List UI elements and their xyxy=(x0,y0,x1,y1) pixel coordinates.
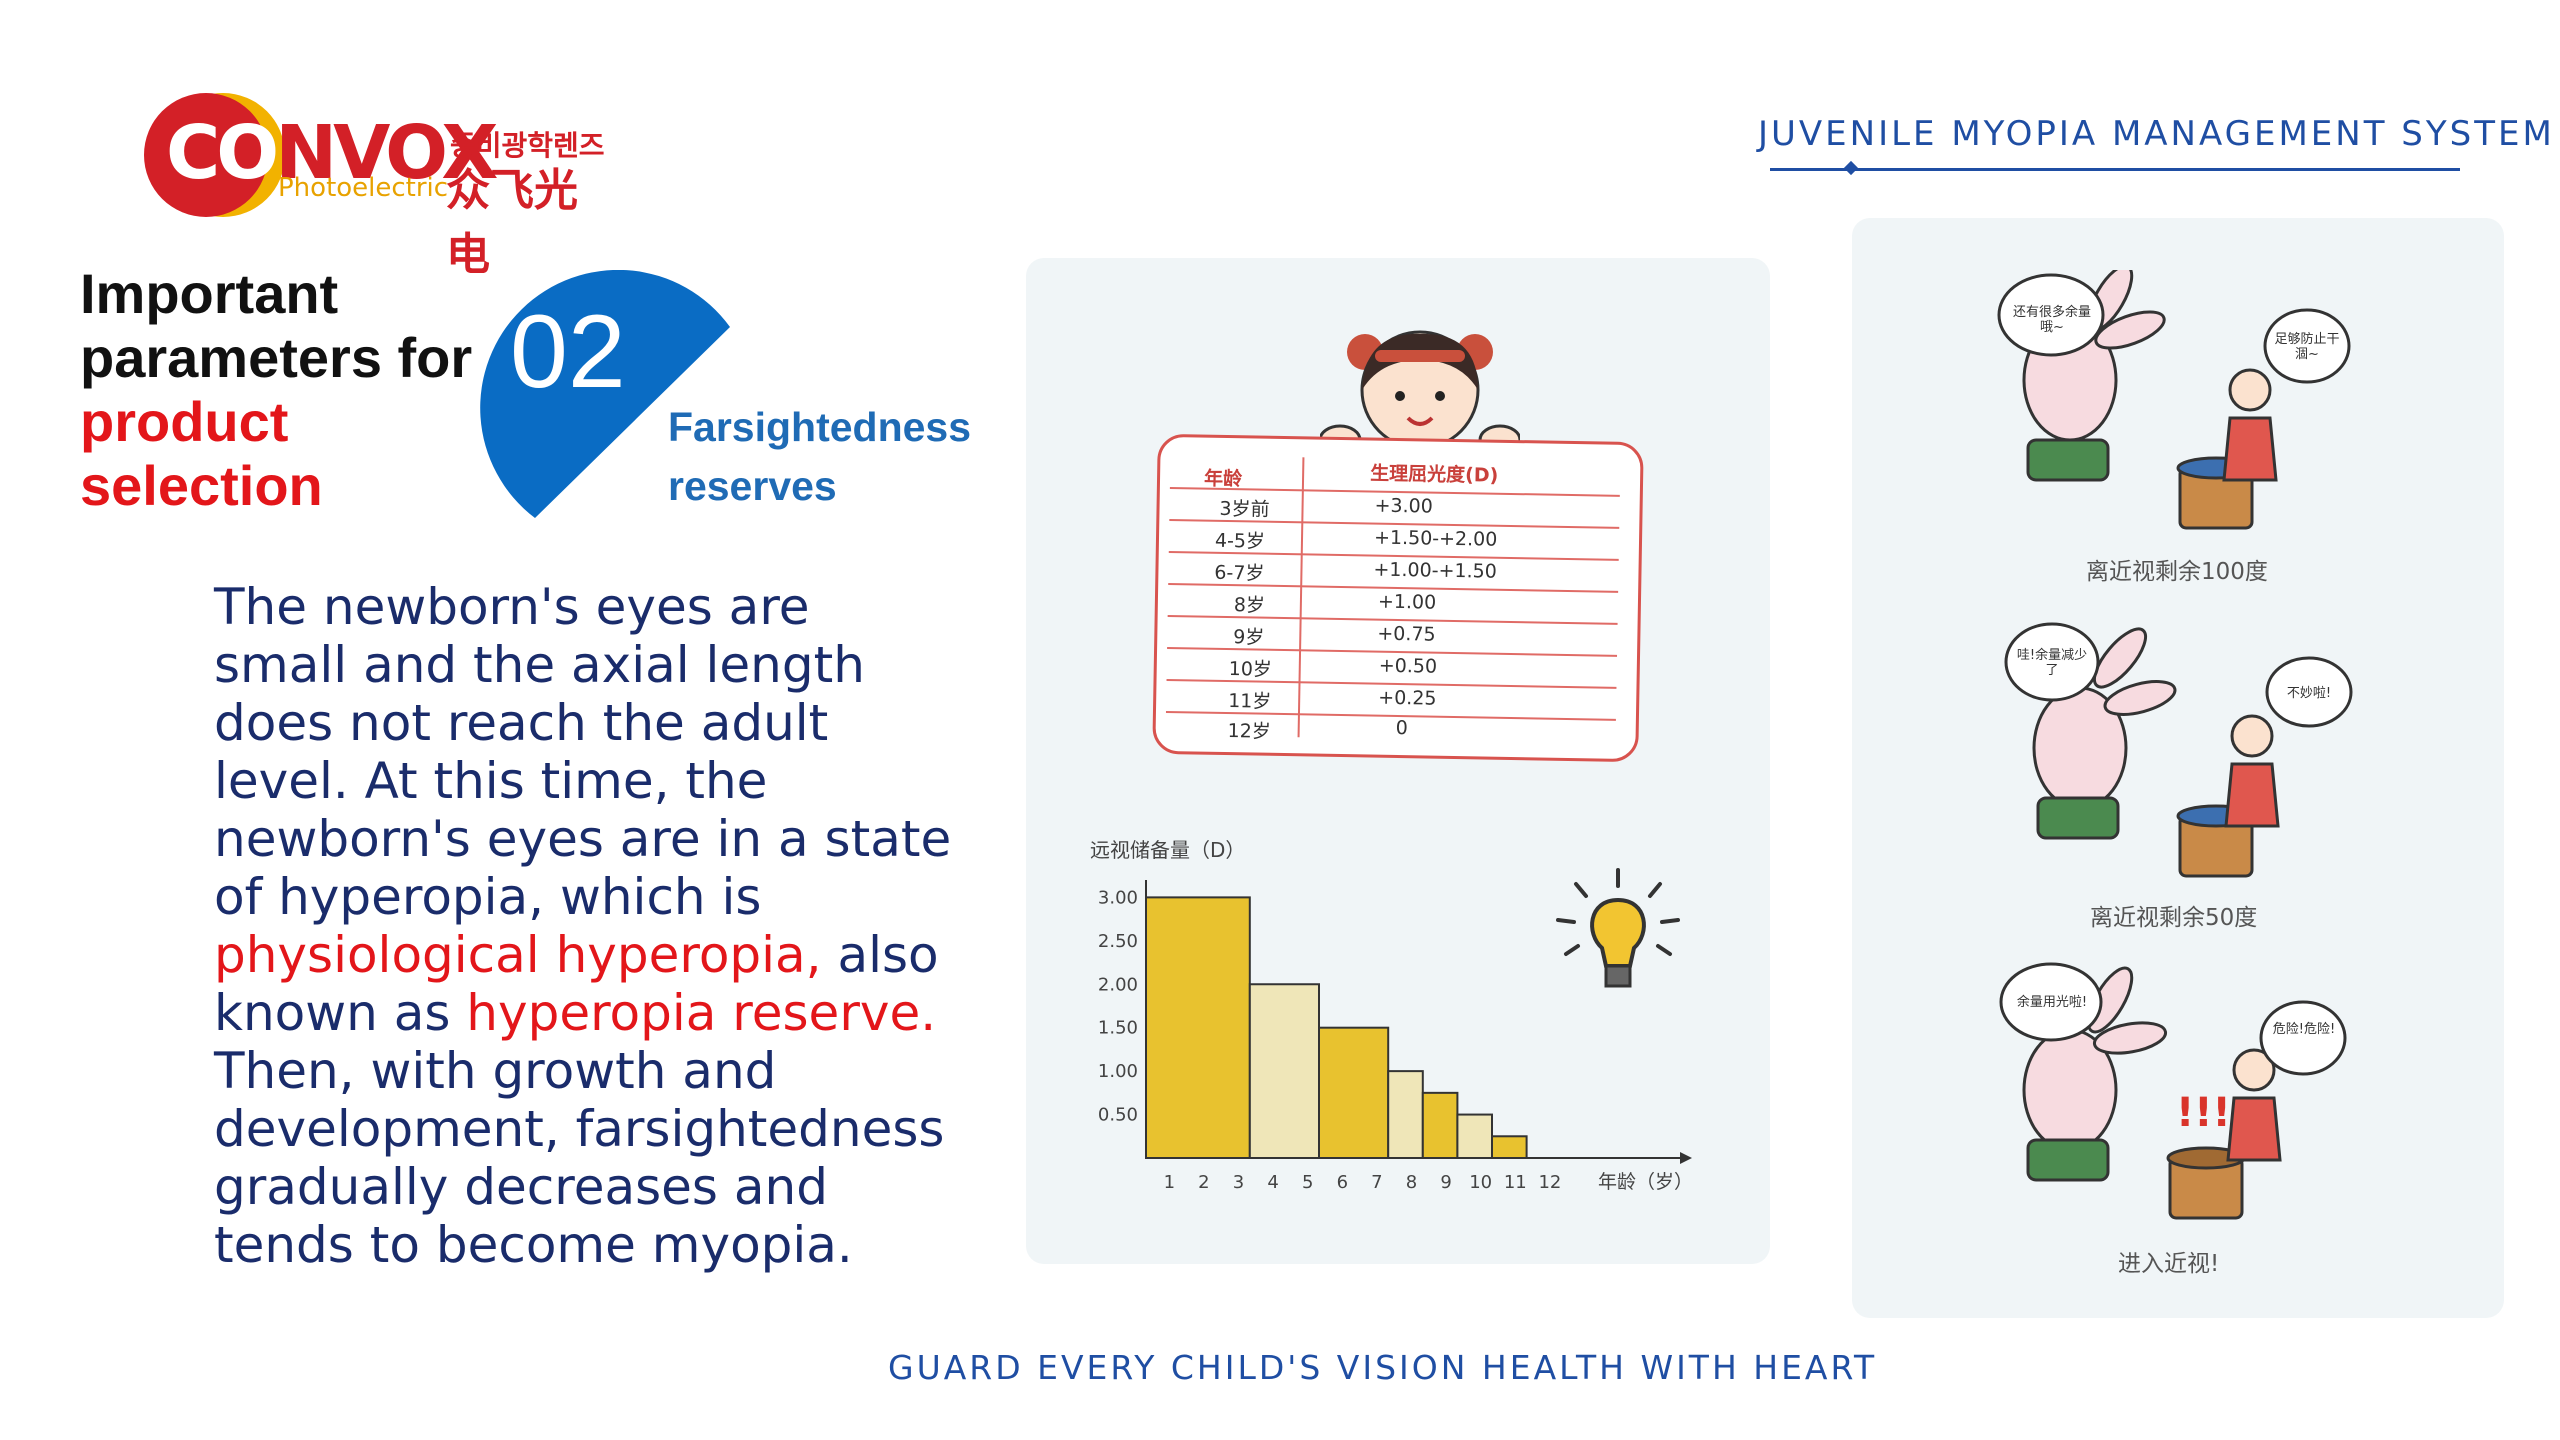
speech-bubble-text: 还有很多余量哦~ xyxy=(2012,305,2091,335)
table-cell-age: 6-7岁 xyxy=(1214,561,1265,585)
brand-logo: CONVOX Photoelectric 중비광학렌즈 众飞光电 xyxy=(128,90,608,280)
chart-y-tick-label: 2.50 xyxy=(1098,931,1138,952)
comic-panel-right xyxy=(1852,218,2504,1318)
body-paragraph: The newborn's eyes are small and the axi… xyxy=(214,578,952,1274)
table-cell-value: +0.25 xyxy=(1378,686,1437,710)
section-title: Important parameters for product selecti… xyxy=(80,262,473,517)
section-number-badge xyxy=(480,270,730,518)
logo-subtitle: Photoelectric xyxy=(278,173,449,203)
chart-x-tick-label: 1 xyxy=(1164,1172,1175,1193)
comic-scene-3 xyxy=(2022,966,2282,1220)
chart-y-axis-title: 远视储备量（D） xyxy=(1090,838,1246,862)
comic-exclaim: !!! xyxy=(2176,1090,2231,1136)
footer-slogan: GUARD EVERY CHILD'S VISION HEALTH WITH H… xyxy=(888,1348,1878,1387)
header-title: JUVENILE MYOPIA MANAGEMENT SYSTEM xyxy=(1758,114,2555,154)
table-cell-value: +0.75 xyxy=(1377,622,1436,646)
table-cell-value: +1.00-+1.50 xyxy=(1373,558,1497,583)
chart-bar xyxy=(1491,1135,1528,1159)
speech-bubble xyxy=(2004,622,2100,702)
comic-caption-3: 进入近视! xyxy=(2118,1251,2220,1277)
header-diamond-icon xyxy=(1843,160,1859,176)
chart-x-tick-label: 6 xyxy=(1337,1172,1348,1193)
chart-x-tick-label: 7 xyxy=(1371,1172,1382,1193)
speech-bubble xyxy=(2259,1000,2347,1076)
chart-bar xyxy=(1318,1026,1390,1159)
section-subtitle: Farsightedness reserves xyxy=(668,404,972,509)
comic-scene-2 xyxy=(2032,627,2280,878)
table-cell-age: 8岁 xyxy=(1233,594,1266,617)
table-cell-age: 10岁 xyxy=(1228,658,1273,681)
chart-x-tick-label: 3 xyxy=(1233,1172,1244,1193)
table-cell-value: +0.50 xyxy=(1378,654,1438,678)
table-header-value: 生理屈光度(D) xyxy=(1369,462,1499,487)
table-cell-age: 12岁 xyxy=(1227,720,1272,743)
chart-y-tick-label: 0.50 xyxy=(1098,1105,1138,1126)
chart-x-tick-label: 5 xyxy=(1302,1172,1313,1193)
table-cell-age: 4-5岁 xyxy=(1214,529,1266,553)
logo-chinese: 众飞光电 xyxy=(446,165,578,280)
chart-y-tick-label: 1.50 xyxy=(1098,1018,1138,1039)
girl-illustration xyxy=(1320,330,1520,456)
speech-bubble xyxy=(1999,962,2103,1042)
logo-circles xyxy=(144,93,285,217)
speech-bubble-text: 余量用光啦! xyxy=(2016,995,2088,1010)
chart-bar xyxy=(1248,983,1320,1159)
chart-y-tick-label: 1.00 xyxy=(1098,1061,1138,1082)
lightbulb-icon xyxy=(1556,868,1680,988)
chart-x-tick-label: 12 xyxy=(1538,1172,1561,1193)
table-cell-value: 0 xyxy=(1395,716,1409,740)
table-cell-age: 11岁 xyxy=(1227,690,1272,713)
chart-x-tick-label: 10 xyxy=(1469,1172,1492,1193)
chart-y-tick-label: 3.00 xyxy=(1098,887,1138,908)
section-number: 02 xyxy=(510,294,626,410)
chart-y-tick-label: 2.00 xyxy=(1098,974,1138,995)
table-cell-value: +1.50-+2.00 xyxy=(1373,526,1498,551)
comic-caption-1: 离近视剩余100度 xyxy=(2086,559,2268,585)
table-divider xyxy=(1297,457,1305,738)
table-cell-value: +3.00 xyxy=(1374,494,1434,518)
logo-korean: 중비광학렌즈 xyxy=(450,129,605,162)
chart-x-tick-label: 9 xyxy=(1440,1172,1451,1193)
logo-wordmark: CONVOX xyxy=(166,110,498,196)
chart-x-tick-label: 4 xyxy=(1267,1172,1278,1193)
chart-bar xyxy=(1145,896,1251,1159)
speech-bubble-text: 不妙啦! xyxy=(2286,686,2332,701)
speech-bubble xyxy=(1997,273,2105,357)
speech-bubble xyxy=(2265,656,2353,728)
table-cell-value: +1.00 xyxy=(1377,590,1437,614)
chart-x-tick-label: 2 xyxy=(1198,1172,1209,1193)
refraction-table-card: 年龄 生理屈光度(D) 3岁前 +3.00 4-5岁 +1.50-+2.00 6… xyxy=(1152,433,1644,763)
comic-caption-2: 离近视剩余50度 xyxy=(2090,905,2258,931)
speech-bubble-text: 足够防止干涸~ xyxy=(2274,332,2340,362)
speech-bubble xyxy=(2263,308,2351,384)
chart-bar xyxy=(1387,1070,1424,1159)
chart-x-tick-label: 8 xyxy=(1406,1172,1417,1193)
table-cell-age: 3岁前 xyxy=(1219,497,1270,521)
chart-bar xyxy=(1421,1091,1459,1159)
speech-bubble-text: 哇!余量减少了 xyxy=(2016,648,2088,678)
chart-x-axis-arrow-icon xyxy=(1680,1152,1692,1164)
hyperopia-reserve-chart: 3.002.502.001.501.000.50 1 2 3 4 5 6 7 8 9 10 11 12… xyxy=(1098,880,1693,1193)
speech-bubble-text: 危险!危险! xyxy=(2272,1022,2336,1037)
chart-x-tick-label: 11 xyxy=(1504,1172,1527,1193)
chart-x-axis-title: 年龄（岁） xyxy=(1598,1171,1693,1193)
header-divider xyxy=(1770,168,2460,171)
chart-bar xyxy=(1456,1113,1493,1159)
table-cell-age: 9岁 xyxy=(1233,626,1265,649)
